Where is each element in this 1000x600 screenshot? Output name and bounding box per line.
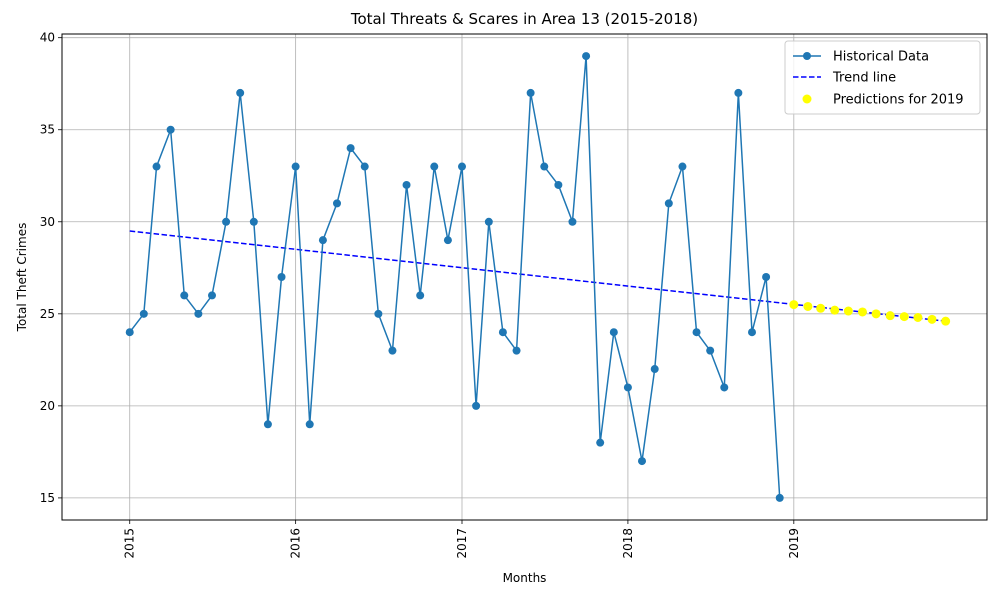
historical-point	[318, 236, 327, 245]
prediction-point	[857, 307, 867, 317]
historical-point	[720, 383, 729, 392]
prediction-point	[885, 311, 895, 321]
historical-point	[360, 162, 369, 171]
historical-point	[638, 457, 646, 466]
historical-point	[194, 309, 203, 318]
historical-point	[472, 401, 481, 410]
historical-point	[139, 309, 148, 318]
historical-point	[125, 328, 134, 337]
historical-point	[208, 291, 216, 300]
prediction-point	[843, 306, 853, 316]
historical-point	[609, 328, 618, 337]
prediction-point	[941, 316, 951, 326]
historical-point	[443, 236, 452, 245]
prediction-point	[899, 312, 909, 322]
historical-point	[346, 144, 355, 153]
historical-point	[498, 328, 507, 337]
historical-point	[388, 346, 397, 355]
historical-point	[540, 162, 549, 171]
predictions-layer	[789, 300, 951, 326]
grid	[62, 34, 987, 520]
historical-point	[692, 328, 701, 337]
historical-point	[333, 199, 341, 208]
historical-point	[180, 291, 189, 300]
historical-point	[249, 217, 258, 226]
historical-point	[554, 180, 563, 189]
historical-point	[277, 273, 286, 281]
historical-point	[166, 125, 175, 134]
prediction-point	[789, 300, 799, 310]
historical-point	[706, 346, 715, 355]
prediction-point	[830, 305, 840, 315]
historical-point	[762, 273, 771, 281]
historical-point	[748, 328, 756, 337]
historical-point	[305, 420, 314, 429]
historical-point	[650, 365, 659, 374]
x-tick-label: 2018	[621, 528, 635, 559]
historical-point	[374, 309, 383, 318]
x-tick-label: 2017	[455, 528, 469, 559]
historical-series-layer	[125, 52, 784, 502]
historical-point	[222, 217, 231, 226]
historical-point	[775, 493, 784, 502]
y-tick-label: 20	[40, 399, 55, 413]
historical-point	[623, 383, 632, 392]
plot-frame	[61, 33, 988, 521]
chart-title: Total Threats & Scares in Area 13 (2015-…	[350, 10, 698, 28]
prediction-point	[803, 301, 813, 311]
historical-point	[416, 291, 425, 300]
historical-point	[484, 217, 493, 226]
historical-point	[678, 162, 687, 171]
y-tick-label: 30	[40, 215, 55, 229]
historical-point	[291, 162, 300, 171]
y-axis-label: Total Theft Crimes	[15, 223, 29, 333]
x-tick-label: 2015	[123, 528, 137, 559]
y-tick-label: 25	[40, 307, 55, 321]
historical-point	[568, 217, 577, 226]
historical-point	[402, 180, 411, 189]
x-tick-label: 2016	[289, 528, 303, 559]
y-axis-ticks: 15 20 25 30 35 40	[40, 31, 62, 505]
prediction-point	[913, 313, 923, 322]
historical-point	[236, 88, 245, 97]
legend-box	[784, 40, 981, 115]
legend-historical-marker	[803, 52, 811, 60]
historical-point	[526, 88, 535, 97]
y-tick-label: 15	[40, 491, 55, 505]
historical-point	[458, 162, 466, 171]
historical-point	[430, 162, 439, 171]
x-tick-label: 2019	[787, 528, 801, 559]
y-tick-label: 35	[40, 123, 55, 137]
historical-point	[664, 199, 673, 208]
y-tick-label: 40	[40, 31, 55, 45]
prediction-point	[816, 303, 826, 313]
historical-point	[512, 346, 521, 355]
historical-point	[734, 88, 743, 97]
x-axis-label: Months	[503, 571, 547, 585]
legend: Historical Data Trend line Predictions f…	[784, 40, 981, 115]
historical-line	[129, 55, 781, 498]
x-axis-ticks: 2015 2016 2017 2018 2019	[123, 520, 801, 559]
legend-predictions-marker	[802, 94, 812, 104]
historical-point	[582, 52, 591, 61]
legend-predictions-label: Predictions for 2019	[833, 93, 964, 108]
historical-point	[263, 420, 272, 429]
prediction-point	[871, 309, 881, 319]
historical-point	[152, 162, 161, 171]
historical-point	[596, 438, 605, 447]
legend-historical-label: Historical Data	[833, 50, 929, 65]
prediction-point	[927, 314, 937, 324]
legend-trend-label: Trend line	[832, 71, 896, 86]
